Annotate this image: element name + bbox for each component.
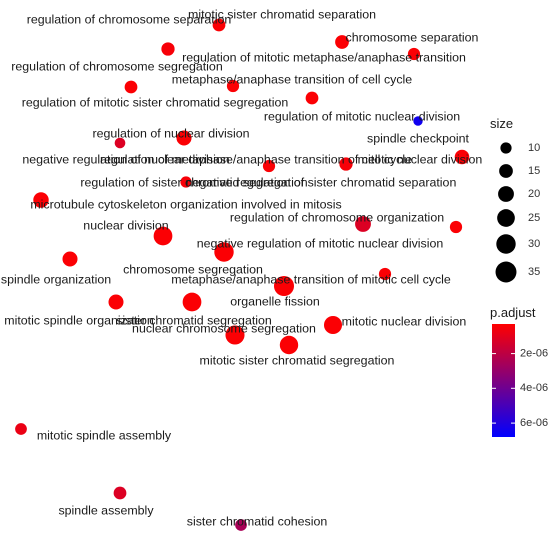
- size-legend-label: 20: [528, 188, 540, 200]
- chart-points: [15, 18, 470, 531]
- color-legend-label: 2e-06: [520, 348, 548, 360]
- data-point: [454, 149, 470, 165]
- point-label: negative regulation of nuclear division: [22, 152, 229, 166]
- point-label: mitotic sister chromatid separation: [188, 7, 376, 21]
- data-point: [212, 18, 226, 32]
- point-label: mitotic spindle organization: [4, 313, 154, 327]
- data-point: [33, 192, 49, 208]
- size-legend-label: 30: [528, 238, 540, 250]
- size-legend-label: 10: [528, 142, 540, 154]
- point-label: regulation of nuclear division: [92, 126, 249, 140]
- color-legend: p.adjust 2e-06 4e-06 6e-06: [490, 305, 548, 437]
- size-legend-key: [500, 142, 512, 154]
- point-label: sister chromatid segregation: [116, 313, 272, 327]
- point-label: regulation of mitotic sister chromatid s…: [22, 95, 289, 109]
- point-label: regulation of chromosome segregation: [11, 59, 223, 73]
- point-label: spindle assembly: [58, 503, 154, 517]
- point-label: spindle checkpoint: [367, 131, 470, 145]
- data-point: [273, 275, 295, 297]
- size-legend-title: size: [490, 116, 513, 131]
- data-point: [214, 242, 234, 262]
- size-legend-key: [496, 234, 516, 254]
- point-label: nuclear division: [83, 218, 169, 232]
- size-legend-label: 15: [528, 165, 540, 177]
- data-point: [15, 423, 27, 435]
- point-label: spindle organization: [1, 272, 111, 286]
- data-point: [176, 130, 192, 146]
- color-legend-label: 4e-06: [520, 382, 548, 394]
- point-label: negative regulation of mitotic nuclear d…: [197, 236, 444, 250]
- size-legend: size 10 15 20 25 30 35: [490, 116, 540, 283]
- data-point: [180, 176, 192, 188]
- point-label: metaphase/anaphase transition of mitotic…: [171, 272, 451, 286]
- data-point: [226, 79, 240, 93]
- size-legend-label: 35: [528, 266, 540, 278]
- size-legend-label: 25: [528, 212, 540, 224]
- color-legend-label: 6e-06: [520, 417, 548, 429]
- color-legend-bar: [492, 324, 515, 437]
- data-point: [339, 157, 353, 171]
- point-label: negative regulation of sister chromatid …: [186, 175, 457, 189]
- point-label: organelle fission: [230, 294, 320, 308]
- data-point: [235, 519, 247, 531]
- data-point: [413, 116, 423, 126]
- data-point: [323, 315, 343, 335]
- point-label: regulation of mitotic nuclear division: [264, 109, 460, 123]
- data-point: [378, 267, 392, 281]
- data-point: [279, 335, 299, 355]
- color-legend-title: p.adjust: [490, 305, 536, 320]
- point-label: mitotic sister chromatid segregation: [200, 353, 395, 367]
- data-point: [113, 486, 127, 500]
- size-legend-key: [495, 261, 517, 283]
- point-label: mitotic spindle assembly: [37, 428, 172, 442]
- data-point: [305, 91, 319, 105]
- point-label: microtubule cytoskeleton organization in…: [30, 197, 341, 211]
- point-label: regulation of metaphase/anaphase transit…: [100, 152, 412, 166]
- data-point: [114, 137, 126, 149]
- size-legend-key: [499, 164, 513, 178]
- data-point: [124, 80, 138, 94]
- size-legend-key: [497, 209, 515, 227]
- size-legend-key: [498, 186, 514, 202]
- chart-labels: regulation of chromosome separationmitot…: [1, 7, 483, 528]
- point-label: regulation of mitotic metaphase/anaphase…: [182, 50, 466, 64]
- data-point: [108, 294, 124, 310]
- data-point: [225, 325, 245, 345]
- data-point: [62, 251, 78, 267]
- data-point: [161, 42, 175, 56]
- point-label: regulation of chromosome organization: [230, 210, 444, 224]
- point-label: nuclear chromosome segregation: [132, 321, 316, 335]
- point-label: chromosome segregation: [123, 262, 263, 276]
- point-label: sister chromatid cohesion: [187, 514, 328, 528]
- data-point: [182, 292, 202, 312]
- data-point: [407, 47, 421, 61]
- point-label: metaphase/anaphase transition of cell cy…: [172, 72, 412, 86]
- point-label: regulation of chromosome separation: [27, 12, 232, 26]
- point-label: mitotic nuclear division: [358, 152, 483, 166]
- data-point: [153, 226, 173, 246]
- data-point: [355, 216, 371, 232]
- point-label: chromosome separation: [346, 30, 479, 44]
- data-point: [449, 220, 463, 234]
- point-label: mitotic nuclear division: [342, 314, 467, 328]
- data-point: [262, 159, 276, 173]
- point-label: regulation of sister chromatid segregati…: [80, 175, 307, 189]
- data-point: [335, 35, 349, 49]
